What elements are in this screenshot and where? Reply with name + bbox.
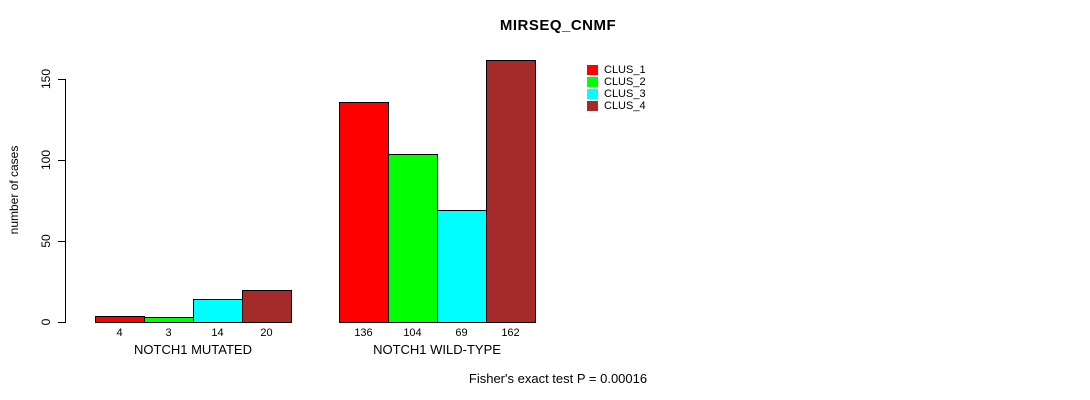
bar-clus_1-2 bbox=[339, 102, 389, 323]
bar-value-label: 4 bbox=[116, 327, 123, 339]
bar-clus_4-1 bbox=[242, 290, 292, 323]
group-label: NOTCH1 WILD-TYPE bbox=[373, 342, 501, 357]
bar-clus_2-1 bbox=[144, 317, 194, 323]
y-axis-tick bbox=[58, 160, 65, 161]
y-tick-label: 50 bbox=[39, 234, 53, 248]
legend-item-clus_2: CLUS_2 bbox=[587, 76, 646, 88]
y-tick-label: 100 bbox=[39, 149, 53, 171]
y-axis bbox=[65, 79, 66, 323]
legend-swatch bbox=[587, 89, 598, 99]
legend-label: CLUS_3 bbox=[604, 88, 646, 100]
bar-value-label: 162 bbox=[501, 327, 520, 339]
bar-clus_3-2 bbox=[437, 210, 487, 323]
legend-swatch bbox=[587, 77, 598, 87]
y-axis-tick bbox=[58, 241, 65, 242]
bar-clus_3-1 bbox=[193, 299, 243, 323]
legend: CLUS_1 CLUS_2 CLUS_3 CLUS_4 bbox=[587, 64, 646, 112]
legend-swatch bbox=[587, 101, 598, 111]
legend-item-clus_1: CLUS_1 bbox=[587, 64, 646, 76]
y-tick-label: 150 bbox=[39, 68, 53, 90]
bar-value-label: 20 bbox=[260, 327, 273, 339]
chart-title: MIRSEQ_CNMF bbox=[499, 17, 617, 34]
legend-label: CLUS_2 bbox=[604, 76, 646, 88]
legend-swatch bbox=[587, 65, 598, 75]
legend-item-clus_4: CLUS_4 bbox=[587, 100, 646, 112]
bar-clus_2-2 bbox=[388, 154, 438, 323]
legend-label: CLUS_4 bbox=[604, 100, 646, 112]
legend-item-clus_3: CLUS_3 bbox=[587, 88, 646, 100]
bar-value-label: 69 bbox=[455, 327, 468, 339]
y-axis-label: number of cases bbox=[7, 145, 21, 235]
bar-value-label: 14 bbox=[211, 327, 224, 339]
y-axis-tick bbox=[58, 322, 65, 323]
bar-clus_4-2 bbox=[486, 60, 536, 323]
fisher-test-annotation: Fisher's exact test P = 0.00016 bbox=[468, 371, 648, 386]
legend-label: CLUS_1 bbox=[604, 64, 646, 76]
bar-clus_1-1 bbox=[95, 316, 145, 323]
bar-value-label: 3 bbox=[165, 327, 172, 339]
bar-value-label: 104 bbox=[403, 327, 422, 339]
y-axis-tick bbox=[58, 79, 65, 80]
bar-value-label: 136 bbox=[354, 327, 373, 339]
y-tick-label: 0 bbox=[39, 318, 53, 326]
group-label: NOTCH1 MUTATED bbox=[134, 342, 252, 357]
